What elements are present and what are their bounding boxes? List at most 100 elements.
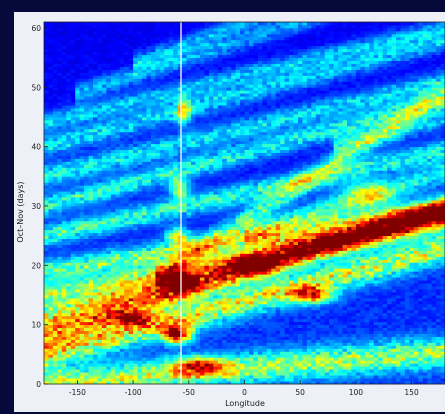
heatmap-cell xyxy=(373,330,379,334)
heatmap-cell xyxy=(159,223,165,228)
heatmap-cell xyxy=(306,253,312,257)
heatmap-cell xyxy=(48,300,54,305)
heatmap-cell xyxy=(231,250,236,254)
heatmap-cell xyxy=(168,342,174,346)
heatmap-cell xyxy=(48,315,54,320)
heatmap-cell xyxy=(400,345,406,349)
heatmap-cell xyxy=(119,271,125,275)
heatmap-cell xyxy=(97,262,103,266)
heatmap-cell xyxy=(204,342,210,346)
heatmap-cell xyxy=(168,363,174,367)
heatmap-cell xyxy=(293,241,299,245)
heatmap-cell xyxy=(204,381,210,385)
heatmap-cell xyxy=(52,220,58,225)
heatmap-cell xyxy=(400,327,406,331)
heatmap-cell xyxy=(133,321,138,326)
heatmap-cell xyxy=(253,360,259,364)
heatmap-cell xyxy=(378,226,384,231)
heatmap-cell xyxy=(413,351,419,355)
heatmap-cell xyxy=(351,274,357,278)
heatmap-cell xyxy=(440,336,445,340)
heatmap-cell xyxy=(248,339,254,343)
heatmap-cell xyxy=(79,292,85,296)
heatmap-cell xyxy=(422,354,428,358)
heatmap-cell xyxy=(48,256,54,260)
heatmap-cell xyxy=(101,300,107,305)
heatmap-cell xyxy=(369,327,375,331)
heatmap-cell xyxy=(427,354,433,358)
heatmap-cell xyxy=(97,309,103,314)
heatmap-cell xyxy=(164,268,170,272)
heatmap-cell xyxy=(93,297,98,302)
heatmap-cell xyxy=(284,220,290,225)
heatmap-cell xyxy=(293,238,299,242)
heatmap-cell xyxy=(204,259,210,263)
heatmap-cell xyxy=(302,297,308,302)
heatmap-cell xyxy=(128,265,134,269)
heatmap-cell xyxy=(297,318,303,323)
heatmap-cell xyxy=(75,330,81,334)
heatmap-cell xyxy=(70,217,76,222)
heatmap-cell xyxy=(66,339,72,343)
heatmap-cell xyxy=(61,223,67,228)
heatmap-cell xyxy=(128,336,134,340)
heatmap-cell xyxy=(177,330,183,334)
heatmap-cell xyxy=(329,247,335,251)
heatmap-cell xyxy=(124,241,130,245)
heatmap-cell xyxy=(88,232,94,237)
heatmap-cell xyxy=(409,289,415,293)
heatmap-cell xyxy=(142,259,147,263)
heatmap-cell xyxy=(159,357,165,361)
heatmap-cell xyxy=(168,336,174,340)
heatmap-cell xyxy=(240,372,245,376)
heatmap-cell xyxy=(404,381,410,385)
heatmap-cell xyxy=(364,339,370,343)
heatmap-cell xyxy=(306,286,312,290)
heatmap-cell xyxy=(369,363,375,367)
heatmap-cell xyxy=(395,378,401,382)
heatmap-cell xyxy=(142,297,147,302)
heatmap-cell xyxy=(93,330,98,334)
heatmap-cell xyxy=(150,220,156,225)
heatmap-cell xyxy=(168,300,174,305)
heatmap-cell xyxy=(355,372,361,376)
heatmap-cell xyxy=(208,363,214,367)
heatmap-cell xyxy=(311,375,317,379)
heatmap-cell xyxy=(306,354,312,358)
heatmap-cell xyxy=(395,333,401,337)
heatmap-cell xyxy=(422,250,428,254)
heatmap-cell xyxy=(369,268,375,272)
heatmap-cell xyxy=(133,247,138,251)
heatmap-cell xyxy=(159,366,165,370)
heatmap-cell xyxy=(404,244,410,248)
heatmap-cell xyxy=(422,271,428,275)
heatmap-cell xyxy=(235,357,241,361)
heatmap-cell xyxy=(204,357,210,361)
heatmap-cell xyxy=(88,381,94,385)
heatmap-cell xyxy=(226,357,232,361)
heatmap-cell xyxy=(106,360,112,364)
heatmap-cell xyxy=(208,259,214,263)
heatmap-cell xyxy=(84,363,89,367)
heatmap-cell xyxy=(257,375,263,379)
heatmap-cell xyxy=(235,333,241,337)
heatmap-cell xyxy=(355,312,361,317)
heatmap-cell xyxy=(351,345,357,349)
heatmap-cell xyxy=(418,321,424,326)
heatmap-cell xyxy=(315,309,321,314)
heatmap-cell xyxy=(48,366,54,370)
heatmap-cell xyxy=(173,345,179,349)
heatmap-cell xyxy=(164,354,170,358)
heatmap-cell xyxy=(297,253,303,257)
heatmap-cell xyxy=(387,232,392,237)
heatmap-cell xyxy=(248,259,254,263)
heatmap-cell xyxy=(191,253,196,257)
heatmap-cell xyxy=(248,303,254,308)
heatmap-cell xyxy=(297,280,303,284)
heatmap-cell xyxy=(387,369,392,373)
heatmap-cell xyxy=(315,381,321,385)
heatmap-cell xyxy=(275,223,281,228)
heatmap-cell xyxy=(79,232,85,237)
heatmap-cell xyxy=(248,363,254,367)
heatmap-cell xyxy=(440,256,445,260)
